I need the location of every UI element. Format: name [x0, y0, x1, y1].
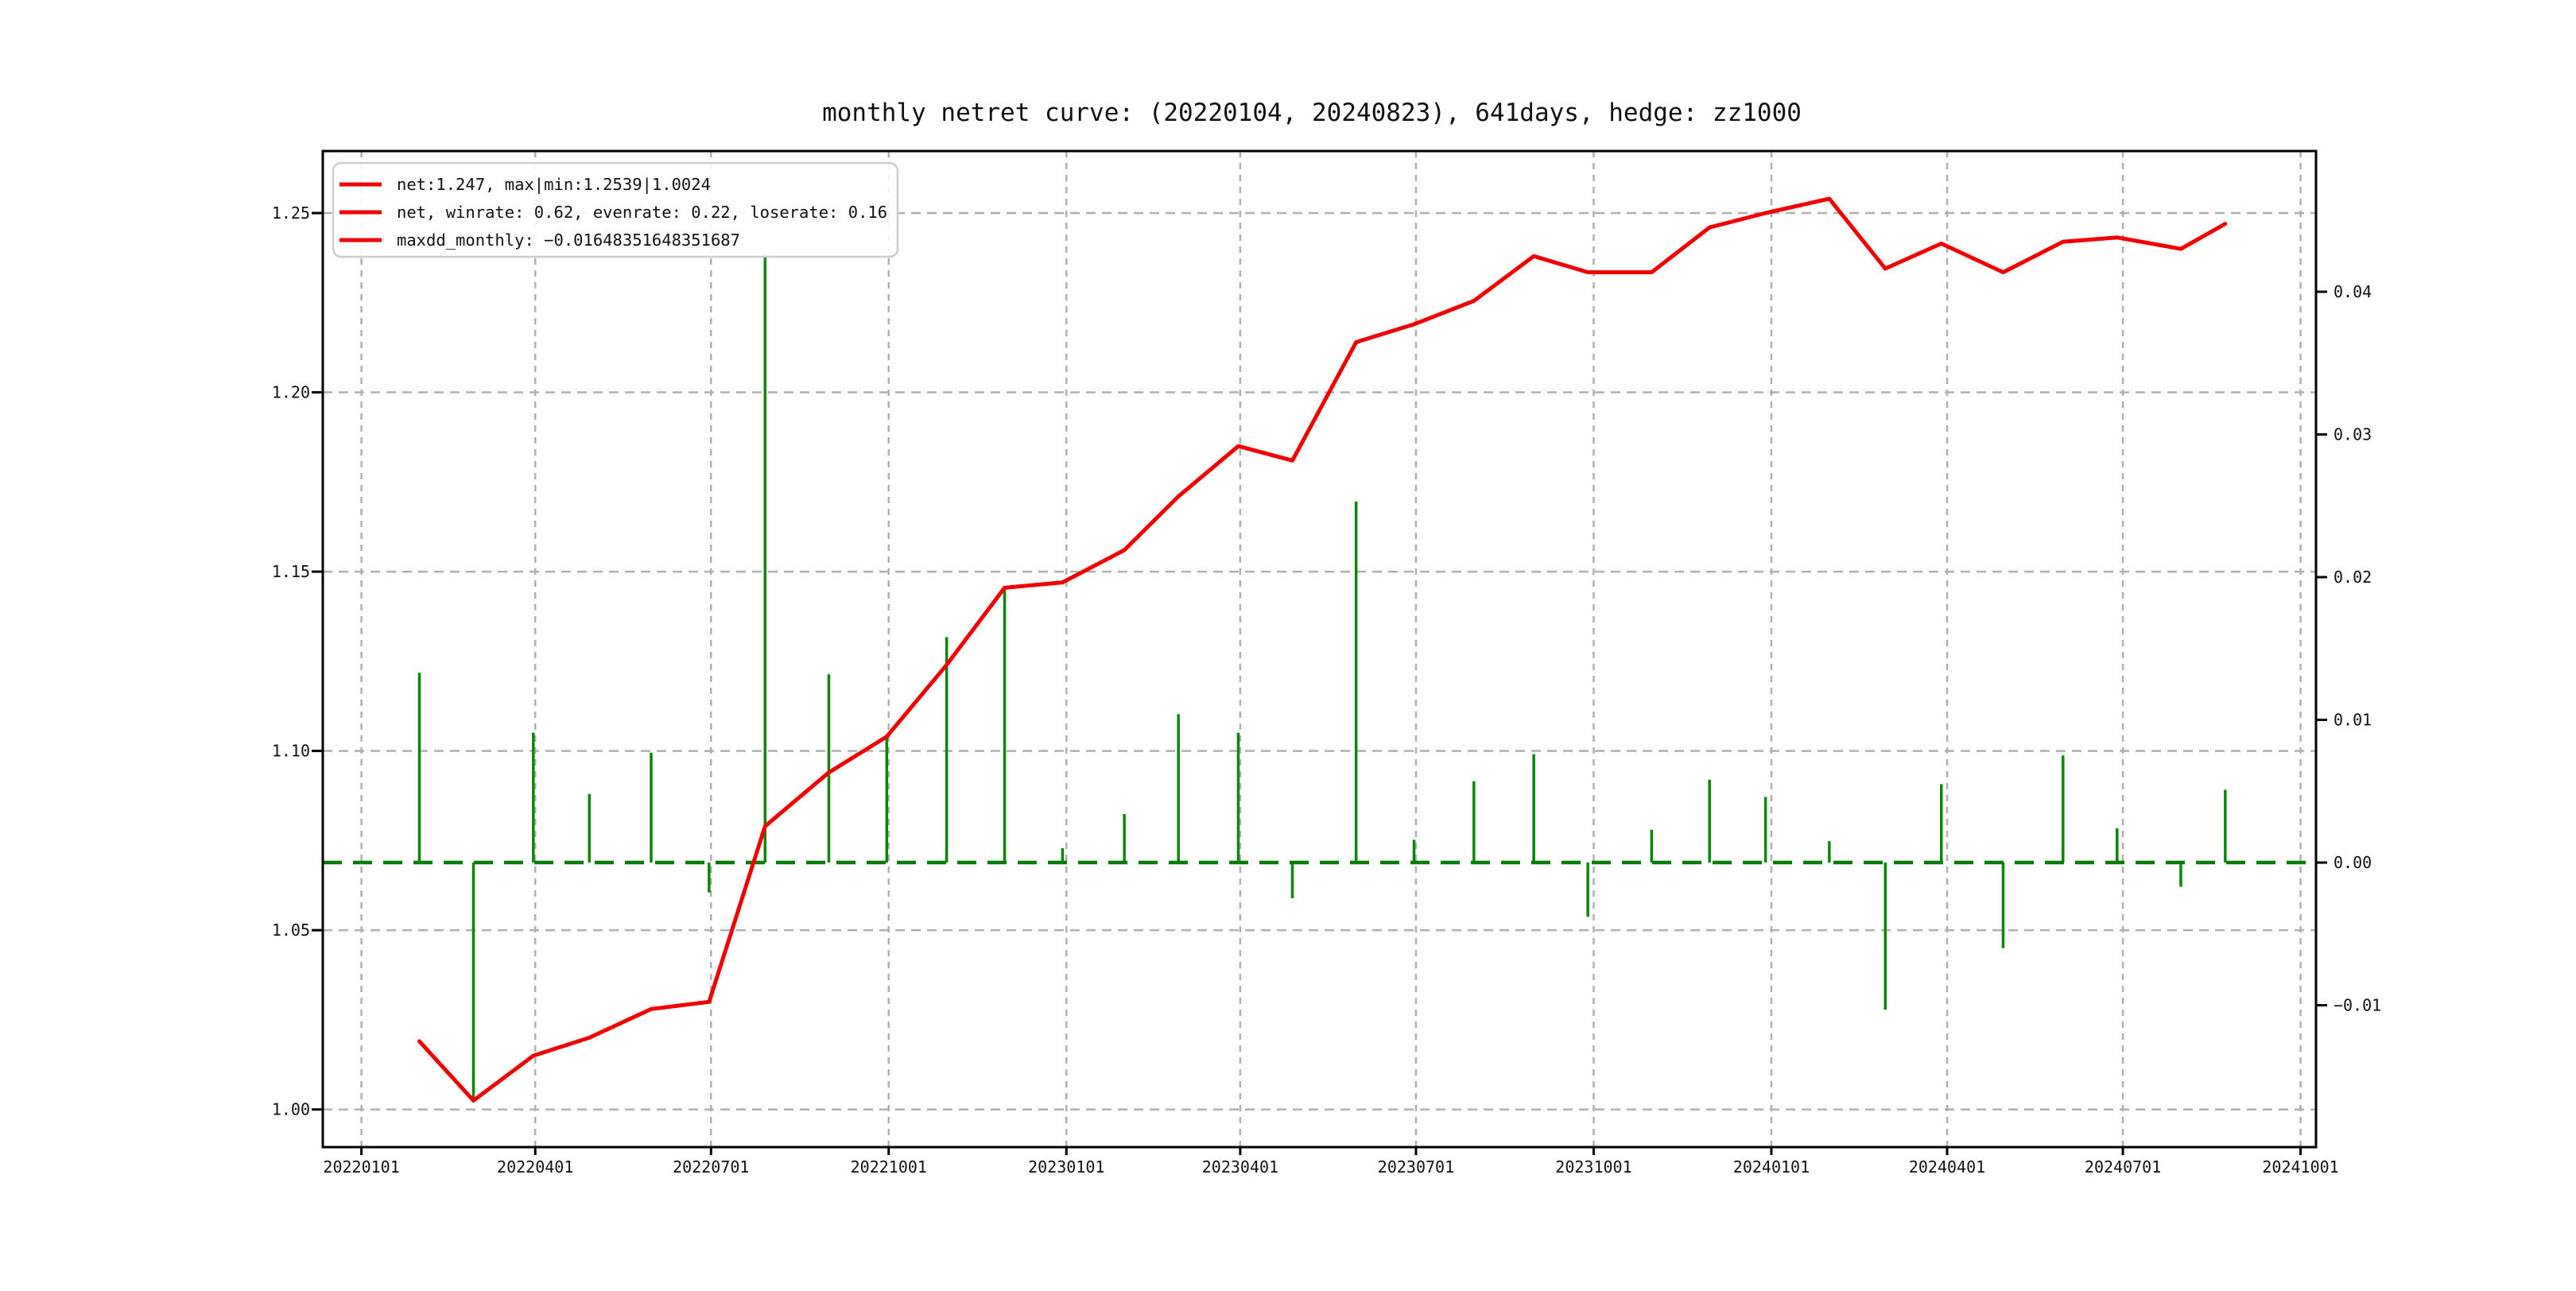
left-tick-label: 1.25	[272, 204, 310, 223]
x-tick-label: 20241001	[2262, 1157, 2338, 1177]
left-tick-label: 1.05	[272, 921, 310, 940]
x-tick-label: 20240701	[2085, 1157, 2161, 1177]
legend-label: maxdd_monthly: −0.01648351648351687	[397, 231, 740, 250]
net-line	[417, 196, 2228, 1103]
x-tick-label: 20230401	[1202, 1157, 1278, 1177]
x-tick-label: 20230101	[1028, 1157, 1104, 1177]
x-tick-label: 20240401	[1909, 1157, 1985, 1177]
left-tick-label: 1.20	[272, 383, 310, 402]
plot-border	[321, 149, 2318, 1149]
x-tick-label: 20220101	[323, 1157, 399, 1177]
x-tick-label: 20230701	[1378, 1157, 1454, 1177]
legend-box	[332, 161, 899, 258]
series-layer	[323, 196, 2316, 1103]
x-tick-label: 20240101	[1733, 1157, 1810, 1177]
legend: net:1.247, max|min:1.2539|1.0024 net, win…	[332, 161, 899, 258]
legend-label: net:1.247, max|min:1.2539|1.0024	[397, 175, 711, 195]
x-tick-label: 20220701	[673, 1157, 749, 1177]
right-tick-label: −0.01	[2334, 996, 2381, 1015]
left-tick-label: 1.15	[272, 562, 310, 581]
x-tick-label: 20220401	[497, 1157, 573, 1177]
grid-layer	[323, 151, 2316, 1147]
left-tick-label: 1.10	[272, 742, 310, 761]
chart-title: monthly netret curve: (20220104, 2024082…	[822, 99, 1802, 127]
legend-label: net, winrate: 0.62, evenrate: 0.22, lose…	[397, 203, 887, 222]
right-tick-label: 0.04	[2334, 282, 2372, 301]
right-tick-label: 0.01	[2334, 711, 2372, 730]
x-tick-label: 20221001	[851, 1157, 927, 1177]
x-tick-label: 20231001	[1555, 1157, 1631, 1177]
right-tick-label: 0.02	[2334, 568, 2372, 587]
axes-layer: 20220101 20220401 20220701 20221001 20230101…	[272, 149, 2381, 1177]
right-tick-label: 0.03	[2334, 425, 2372, 444]
left-tick-label: 1.00	[272, 1100, 310, 1119]
right-tick-label: 0.00	[2334, 853, 2372, 872]
